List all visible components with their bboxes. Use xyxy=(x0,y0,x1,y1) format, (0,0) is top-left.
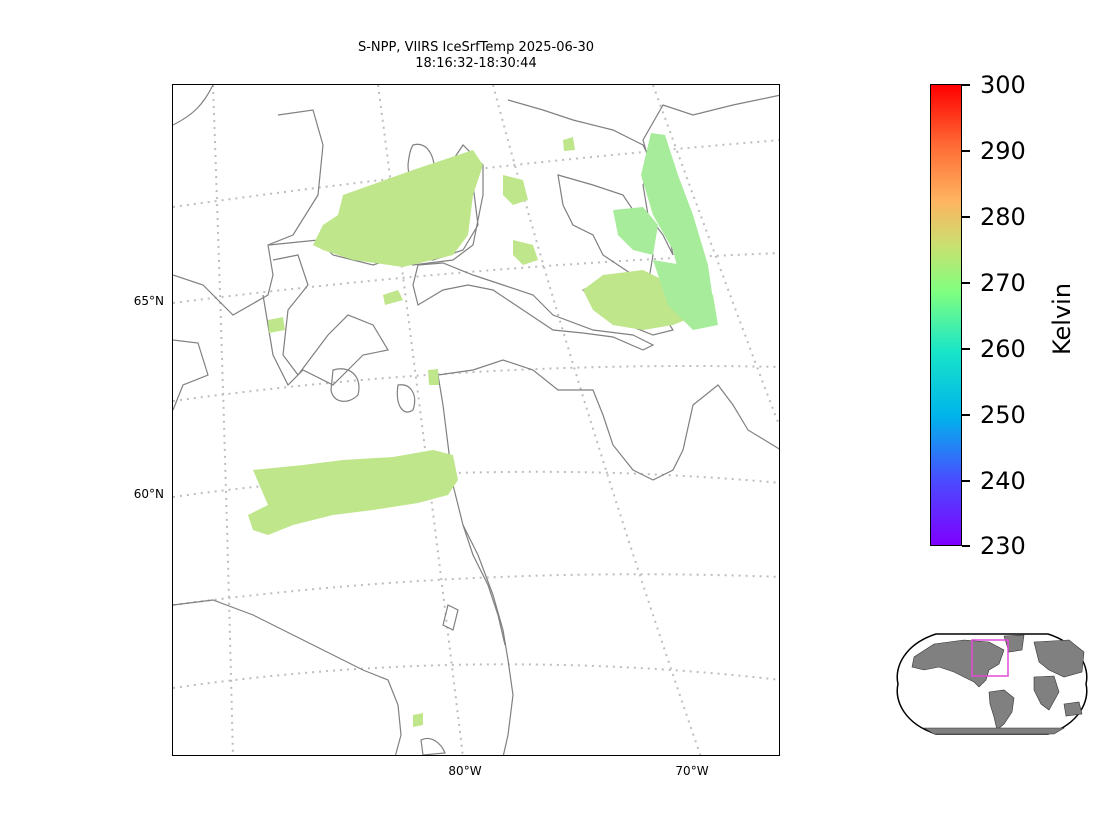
colorbar-tick-label: 290 xyxy=(980,137,1026,165)
map-svg xyxy=(173,85,779,755)
coastlines xyxy=(173,85,779,755)
coastline xyxy=(437,359,779,481)
swath-small-3 xyxy=(428,369,439,385)
swath-foxe-basin xyxy=(313,150,483,267)
parallel-line xyxy=(173,663,779,689)
colorbar-tick xyxy=(962,150,970,152)
colorbar-tick-label: 250 xyxy=(980,401,1026,429)
inset-south-america xyxy=(988,689,1015,731)
map-title: S-NPP, VIIRS IceSrfTemp 2025-06-30 18:16… xyxy=(300,40,652,72)
inset-svg xyxy=(896,633,1088,735)
data-swaths-cool xyxy=(613,133,718,330)
meridian-line xyxy=(212,85,234,755)
swath-hudson-strait-east xyxy=(653,260,718,330)
swath-small-4 xyxy=(563,137,575,151)
graticule xyxy=(173,85,779,755)
colorbar-tick xyxy=(962,414,970,416)
swath-small-5 xyxy=(413,713,423,727)
colorbar-tick-label: 260 xyxy=(980,335,1026,363)
lat-label-60: 60°N xyxy=(133,487,164,501)
parallel-line xyxy=(173,470,779,498)
parallel-line xyxy=(173,139,779,208)
inset-eurasia xyxy=(1033,639,1085,678)
meridian-line xyxy=(652,85,779,428)
inset-region-box xyxy=(971,639,1009,677)
lon-label-70: 70°W xyxy=(675,764,709,778)
coastline xyxy=(462,524,506,646)
colorbar xyxy=(930,84,962,546)
coastline xyxy=(396,384,416,413)
swath-island-north xyxy=(503,175,528,205)
meridian-line xyxy=(377,85,464,755)
coastline xyxy=(412,262,655,351)
parallel-line xyxy=(173,364,779,402)
colorbar-tick xyxy=(962,282,970,284)
colorbar-tick xyxy=(962,480,970,482)
colorbar-tick-label: 230 xyxy=(980,532,1026,560)
swath-small-1 xyxy=(268,317,285,333)
colorbar-tick-label: 240 xyxy=(980,467,1026,495)
coastline xyxy=(420,737,446,755)
colorbar-tick-label: 270 xyxy=(980,269,1026,297)
swath-island-center xyxy=(513,240,538,265)
colorbar-tick xyxy=(962,348,970,350)
coastline xyxy=(262,254,389,387)
coastline xyxy=(173,85,214,126)
colorbar-tick-label: 300 xyxy=(980,71,1026,99)
inset-australia xyxy=(1063,701,1083,717)
colorbar-label: Kelvin xyxy=(1048,282,1076,356)
swath-small-2 xyxy=(383,290,403,305)
parallel-line xyxy=(173,573,779,606)
swath-hudson-bay-east xyxy=(248,450,458,535)
parallel-line xyxy=(173,252,779,304)
inset-africa xyxy=(1033,675,1060,711)
map-panel[interactable] xyxy=(172,84,780,756)
swath-ungava-north xyxy=(613,207,658,255)
coastline xyxy=(442,604,459,631)
coastline xyxy=(437,374,514,755)
coastline xyxy=(330,368,360,402)
colorbar-tick-label: 280 xyxy=(980,203,1026,231)
lat-label-65: 65°N xyxy=(133,294,164,308)
lon-label-80: 80°W xyxy=(448,764,482,778)
coastline xyxy=(173,599,402,755)
title-line-2: 18:16:32-18:30:44 xyxy=(415,56,537,71)
colorbar-tick xyxy=(962,545,970,547)
world-inset-map xyxy=(894,632,1090,740)
coastline xyxy=(173,339,209,411)
inset-antarctica xyxy=(922,727,1066,735)
coastline xyxy=(507,94,779,256)
colorbar-tick xyxy=(962,216,970,218)
coastline xyxy=(173,109,324,316)
swath-labrador-strip xyxy=(641,133,713,317)
title-line-1: S-NPP, VIIRS IceSrfTemp 2025-06-30 xyxy=(357,40,595,55)
inset-land xyxy=(911,634,1085,735)
colorbar-tick xyxy=(962,84,970,86)
